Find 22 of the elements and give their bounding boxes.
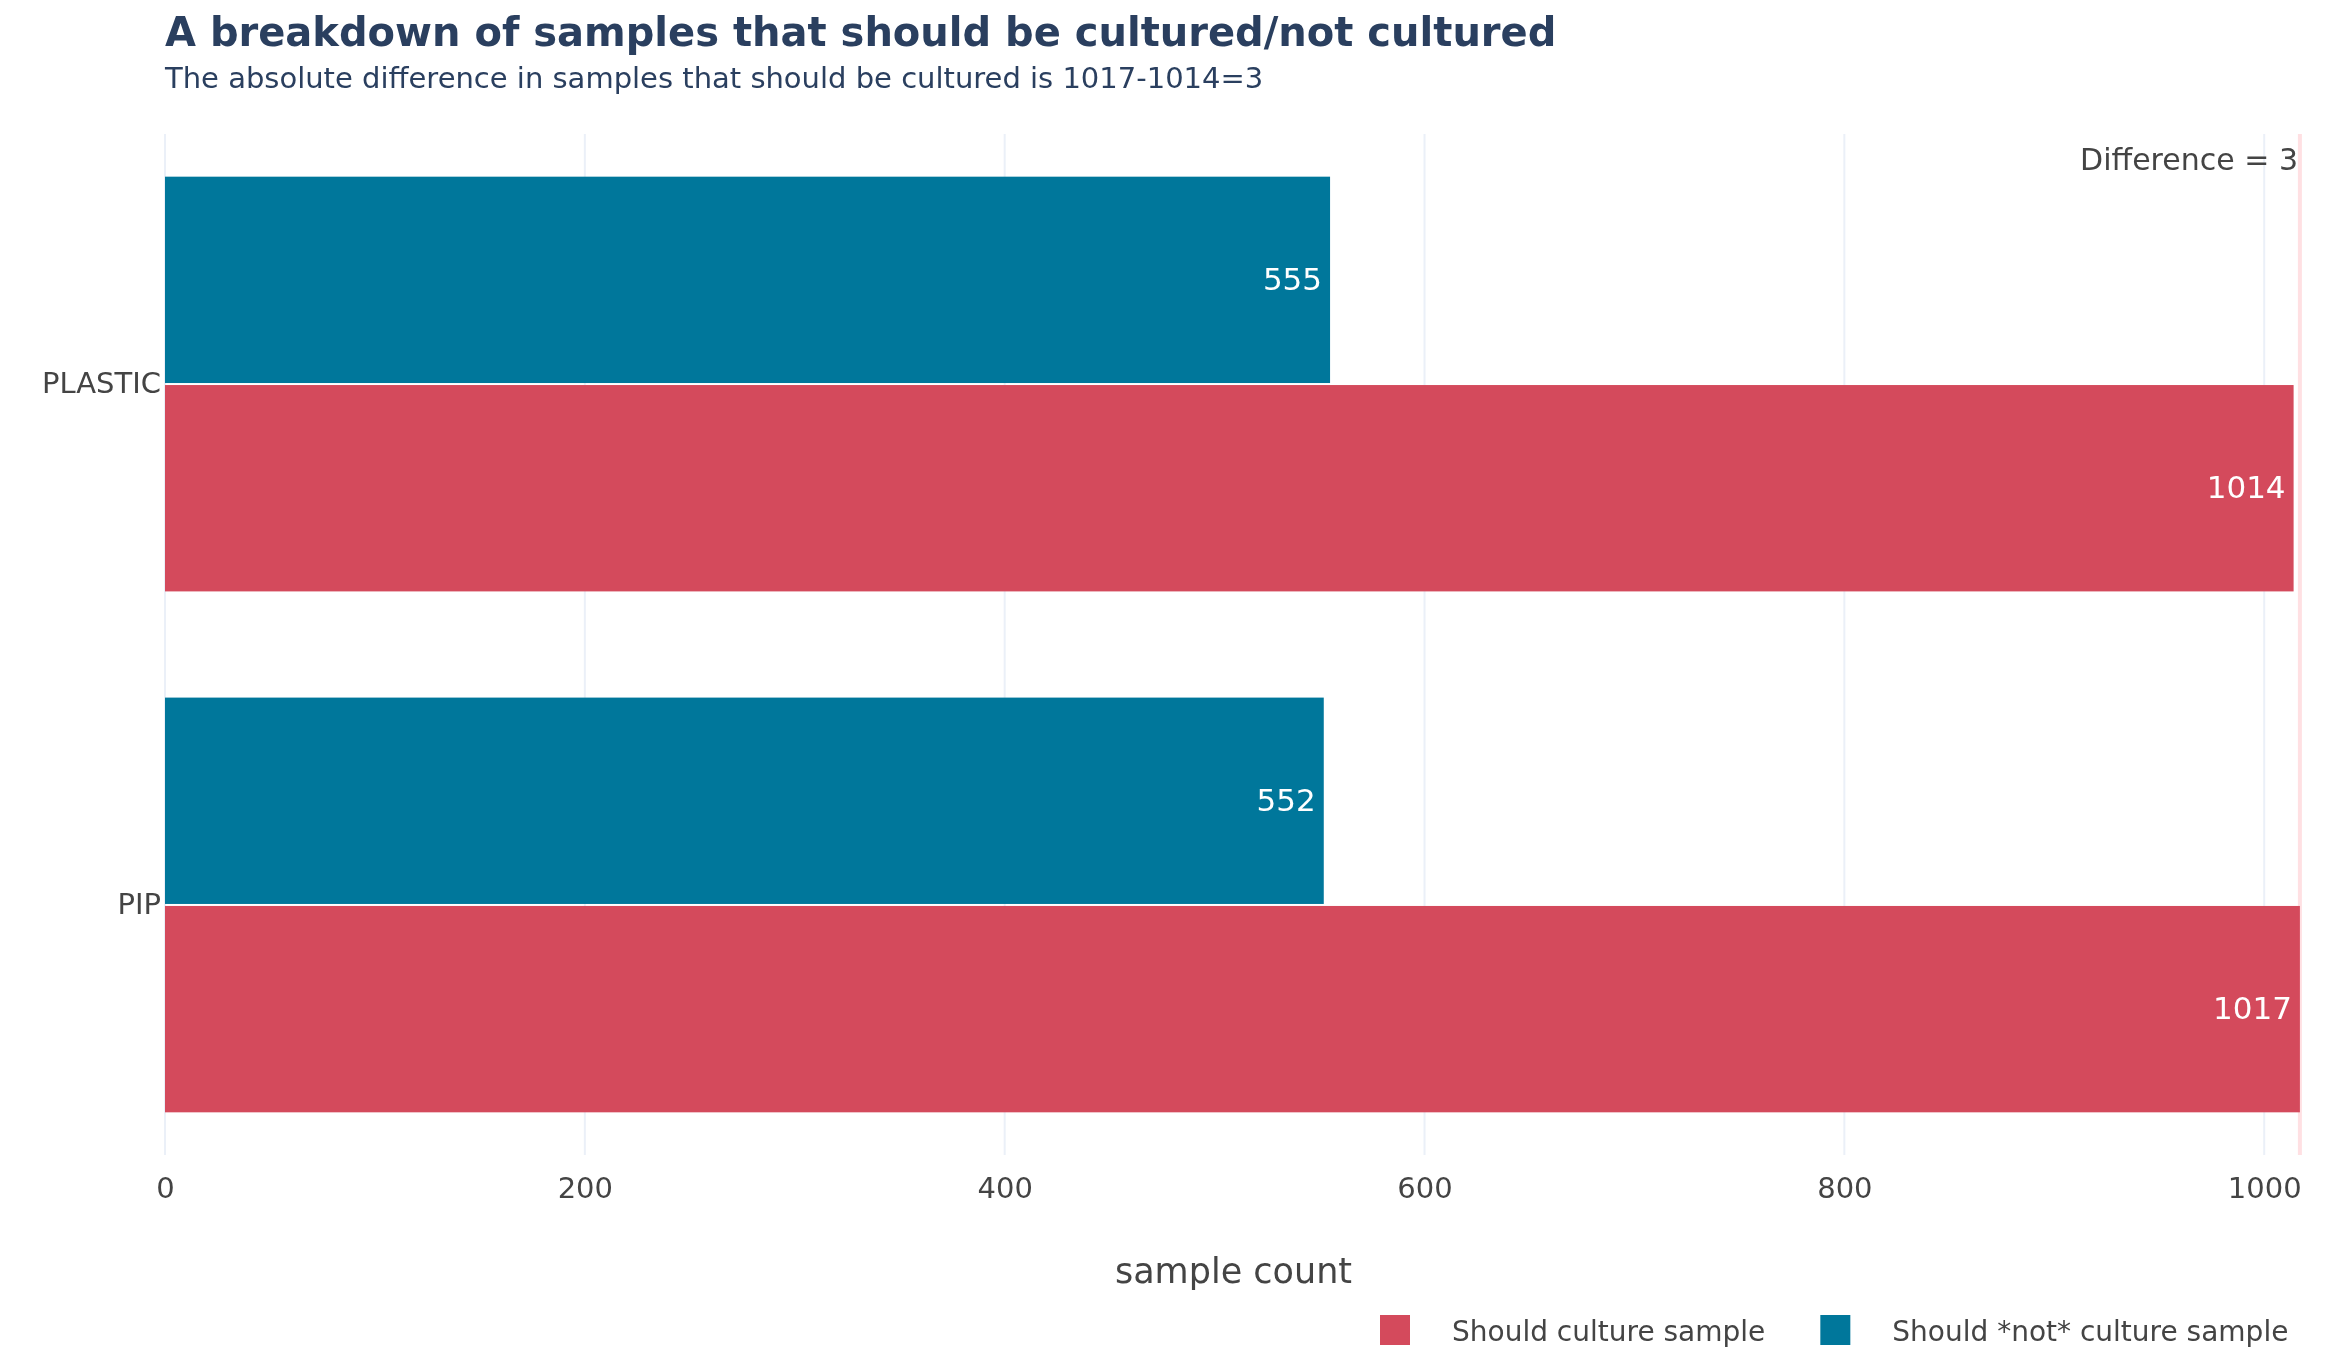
x-tick-label: 0 bbox=[156, 1170, 175, 1205]
data-label: 552 bbox=[1256, 781, 1316, 818]
bar bbox=[165, 905, 2300, 1113]
chart-subtitle: The absolute difference in samples that should be cultured is 1017-1014=3 bbox=[164, 61, 1264, 95]
x-tick-label: 400 bbox=[977, 1170, 1033, 1205]
x-axis-title: sample count bbox=[1114, 1251, 1353, 1291]
x-tick-label: 200 bbox=[557, 1170, 614, 1205]
chart-title: A breakdown of samples that should be cultured/not cultured bbox=[165, 9, 1557, 55]
bar bbox=[165, 385, 2294, 592]
legend-label: Should *not* culture sample bbox=[1892, 1315, 2289, 1348]
x-tick-label: 1000 bbox=[2227, 1170, 2302, 1205]
y-tick-label: PIP bbox=[117, 887, 161, 922]
x-tick-label: 800 bbox=[1817, 1170, 1873, 1205]
y-tick-label: PLASTIC bbox=[41, 366, 161, 401]
data-label: 1014 bbox=[2206, 469, 2286, 506]
legend-label: Should culture sample bbox=[1452, 1315, 1766, 1348]
x-tick-label: 600 bbox=[1397, 1170, 1453, 1205]
data-label: 555 bbox=[1262, 260, 1323, 297]
data-label: 1017 bbox=[2212, 990, 2292, 1027]
bar bbox=[165, 176, 1331, 384]
bar bbox=[165, 697, 1324, 904]
annotation: Difference = 3 bbox=[2080, 142, 2298, 177]
